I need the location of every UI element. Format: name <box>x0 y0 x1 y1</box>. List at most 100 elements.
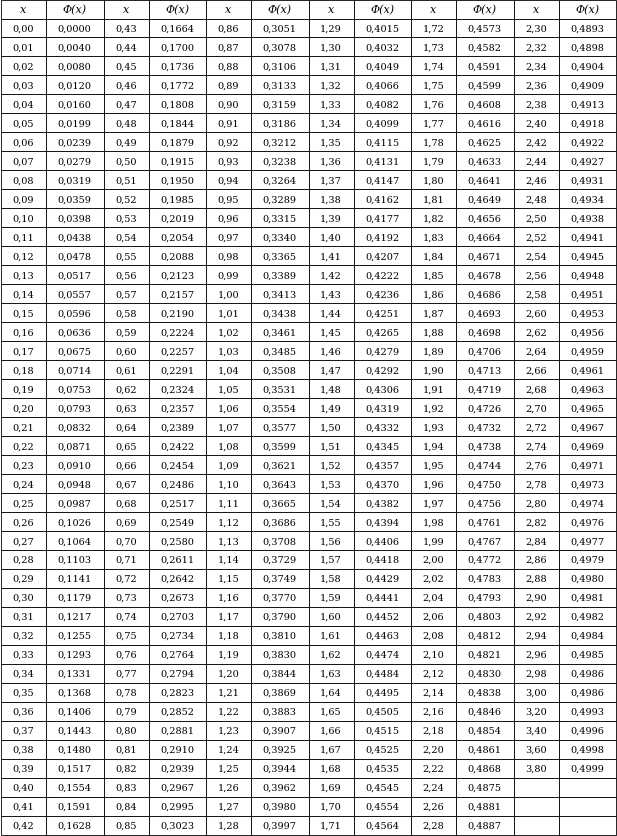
Text: 0,4756: 0,4756 <box>468 498 502 507</box>
Bar <box>206 512 251 532</box>
Text: 0,4744: 0,4744 <box>468 461 502 470</box>
Bar <box>46 493 104 512</box>
Bar <box>513 683 558 702</box>
Bar <box>104 569 149 589</box>
Text: 0,12: 0,12 <box>12 252 35 261</box>
Bar <box>411 266 456 285</box>
Text: 0,4066: 0,4066 <box>365 81 399 90</box>
Bar <box>354 19 411 38</box>
Text: 1,11: 1,11 <box>218 498 239 507</box>
Bar <box>149 115 206 133</box>
Text: 1,43: 1,43 <box>320 290 342 299</box>
Bar <box>46 190 104 209</box>
Bar <box>558 551 616 569</box>
Bar <box>46 418 104 436</box>
Text: 1,16: 1,16 <box>218 594 239 603</box>
Bar <box>104 418 149 436</box>
Text: 0,1844: 0,1844 <box>160 120 194 128</box>
Bar <box>206 342 251 361</box>
Text: 1,31: 1,31 <box>320 63 342 71</box>
Text: 1,36: 1,36 <box>320 157 342 166</box>
Bar <box>558 304 616 323</box>
Bar <box>308 816 354 835</box>
Text: 1,00: 1,00 <box>218 290 239 299</box>
Text: 0,4861: 0,4861 <box>468 745 502 754</box>
Text: 0,58: 0,58 <box>115 309 137 318</box>
Bar <box>558 456 616 475</box>
Bar <box>558 512 616 532</box>
Bar <box>251 38 308 58</box>
Bar <box>251 152 308 171</box>
Bar <box>104 266 149 285</box>
Text: 0,4394: 0,4394 <box>365 517 399 527</box>
Text: 1,58: 1,58 <box>320 574 342 584</box>
Bar <box>104 1 149 19</box>
Bar <box>104 665 149 683</box>
Text: 1,37: 1,37 <box>320 176 342 186</box>
Bar <box>1 665 46 683</box>
Bar <box>411 797 456 816</box>
Text: 0,4452: 0,4452 <box>365 613 399 621</box>
Text: 0,85: 0,85 <box>115 821 137 830</box>
Bar <box>149 569 206 589</box>
Text: x: x <box>123 5 129 15</box>
Bar <box>456 228 513 247</box>
Text: 1,44: 1,44 <box>320 309 342 318</box>
Text: 1,71: 1,71 <box>320 821 342 830</box>
Bar <box>513 532 558 551</box>
Bar <box>104 38 149 58</box>
Text: 0,1141: 0,1141 <box>57 574 92 584</box>
Bar <box>308 608 354 626</box>
Bar <box>308 532 354 551</box>
Text: 0,3621: 0,3621 <box>263 461 297 470</box>
Text: 0,3133: 0,3133 <box>263 81 297 90</box>
Bar <box>411 95 456 115</box>
Bar <box>46 797 104 816</box>
Bar <box>513 456 558 475</box>
Bar <box>456 58 513 76</box>
Bar <box>558 361 616 380</box>
Bar <box>513 475 558 493</box>
Text: 0,4131: 0,4131 <box>365 157 399 166</box>
Bar <box>513 702 558 721</box>
Bar <box>513 399 558 418</box>
Text: 0,4162: 0,4162 <box>365 195 399 204</box>
Bar <box>104 95 149 115</box>
Bar <box>251 645 308 665</box>
Bar <box>104 171 149 190</box>
Bar <box>149 721 206 740</box>
Text: 0,4625: 0,4625 <box>468 138 502 147</box>
Bar <box>206 569 251 589</box>
Text: 0,07: 0,07 <box>13 157 35 166</box>
Text: 0,18: 0,18 <box>13 366 35 375</box>
Text: 0,02: 0,02 <box>13 63 35 71</box>
Bar <box>206 759 251 778</box>
Bar <box>149 342 206 361</box>
Text: 0,4406: 0,4406 <box>365 537 399 546</box>
Text: 0,4732: 0,4732 <box>468 423 502 431</box>
Text: 1,77: 1,77 <box>423 120 444 128</box>
Text: 0,72: 0,72 <box>115 574 137 584</box>
Bar <box>206 665 251 683</box>
Text: 0,0239: 0,0239 <box>58 138 92 147</box>
Text: 1,84: 1,84 <box>423 252 444 261</box>
Bar <box>558 759 616 778</box>
Text: 0,31: 0,31 <box>12 613 35 621</box>
Bar <box>1 645 46 665</box>
Bar <box>104 209 149 228</box>
Text: 0,3665: 0,3665 <box>263 498 297 507</box>
Text: 0,4979: 0,4979 <box>570 555 604 564</box>
Bar <box>46 19 104 38</box>
Bar <box>104 475 149 493</box>
Text: 2,78: 2,78 <box>525 480 547 488</box>
Bar <box>1 532 46 551</box>
Text: 0,4641: 0,4641 <box>468 176 502 186</box>
Bar <box>411 456 456 475</box>
Bar <box>149 816 206 835</box>
Text: 2,36: 2,36 <box>525 81 547 90</box>
Bar <box>149 95 206 115</box>
Bar <box>46 209 104 228</box>
Bar <box>354 38 411 58</box>
Bar <box>456 152 513 171</box>
Text: 0,73: 0,73 <box>115 594 137 603</box>
